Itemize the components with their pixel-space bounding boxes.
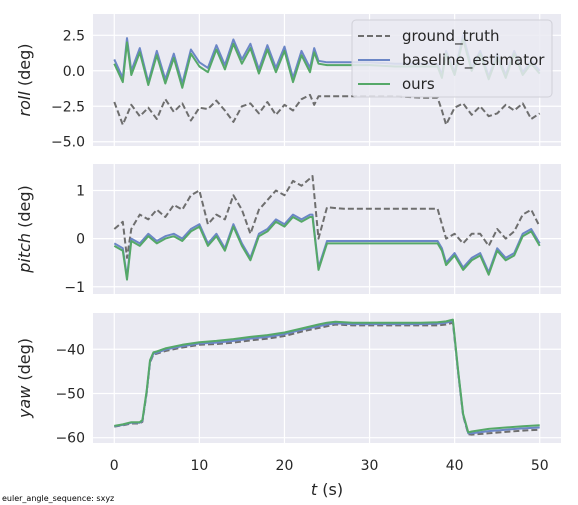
yaw-ylabel-var: yaw (15, 385, 34, 419)
yaw-ytick-label: −40 (55, 342, 85, 358)
yaw-plot-area (93, 313, 561, 443)
roll-ytick-label: 0.0 (63, 64, 85, 80)
pitch-ytick-label: −1 (64, 280, 85, 296)
yaw-series-ours (114, 318, 540, 434)
xlabel-unit: (s) (317, 480, 343, 499)
yaw-xtick-label: 10 (190, 458, 208, 474)
yaw-ylabel-unit: (deg) (15, 338, 34, 386)
yaw-xtick-label: 20 (276, 458, 294, 474)
roll-ytick-label: −2.5 (51, 99, 85, 115)
yaw-xtick-label: 50 (531, 458, 549, 474)
yaw-xlabel: t (s) (311, 480, 343, 499)
legend-box (351, 19, 553, 98)
yaw-panel: −40 −50 −60 yaw (deg) 0 10 20 30 40 50 t (s) (15, 313, 561, 499)
pitch-ylabel: pitch (deg) (15, 185, 34, 274)
roll-ylabel-var: roll (15, 91, 34, 117)
xlabel-var: t (311, 480, 318, 499)
pitch-ylabel-var: pitch (15, 233, 34, 274)
legend-label-ours: ours (402, 75, 435, 93)
legend-label-baseline-estimator: baseline_estimator (402, 51, 545, 70)
pitch-ylabel-unit: (deg) (15, 185, 34, 233)
pitch-plot-area (93, 164, 561, 294)
legend-label-ground-truth: ground_truth (402, 27, 500, 46)
pitch-ytick-label: 0 (76, 232, 85, 248)
roll-ytick-label: 2.5 (63, 28, 85, 44)
pitch-series-baseline-estimator (113, 213, 541, 279)
pitch-ytick-label: 1 (76, 183, 85, 199)
yaw-xtick-label: 0 (110, 458, 119, 474)
yaw-ylabel: yaw (deg) (15, 338, 34, 419)
yaw-ytick-label: −60 (55, 431, 85, 447)
pitch-series-ours (113, 216, 541, 281)
yaw-xtick-label: 30 (361, 458, 379, 474)
yaw-ytick-label: −50 (55, 386, 85, 402)
roll-ytick-label: −5.0 (51, 135, 85, 151)
pitch-panel: 1 0 −1 pitch (deg) (15, 164, 561, 296)
roll-ylabel: roll (deg) (15, 44, 34, 117)
roll-series-ground-truth (113, 93, 541, 126)
yaw-series-ground-truth (114, 321, 540, 436)
yaw-xtick-label: 40 (446, 458, 464, 474)
footer-note: euler_angle_sequence: sxyz (2, 494, 114, 503)
roll-ylabel-unit: (deg) (15, 44, 34, 92)
